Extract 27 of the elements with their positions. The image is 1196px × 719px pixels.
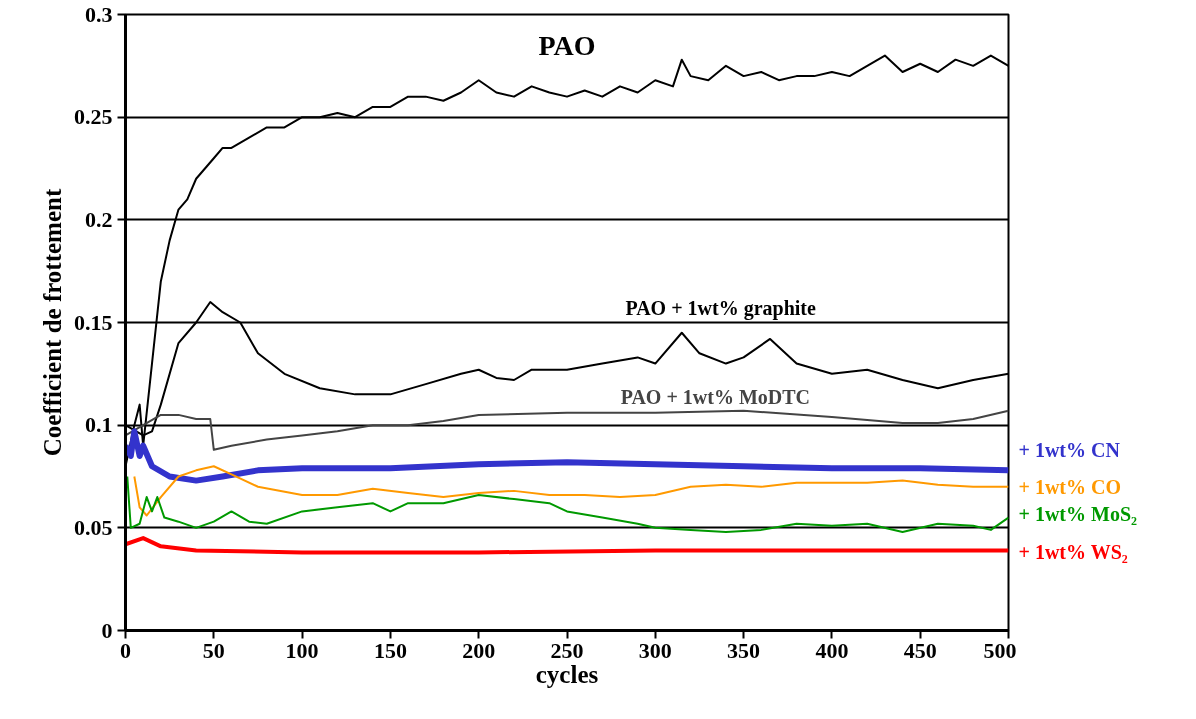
series-label: + 1wt% WS₂: [1018, 541, 1128, 564]
x-tick-label: 500: [983, 637, 1017, 663]
x-tick-label: 450: [903, 637, 937, 663]
x-tick-label: 0: [120, 637, 131, 663]
x-tick-label: 300: [638, 637, 672, 663]
y-tick-label: 0.1: [85, 412, 113, 438]
series-label: + 1wt% CN: [1018, 439, 1121, 462]
x-axis-title: cycles: [535, 660, 599, 688]
y-tick-label: 0.25: [74, 104, 113, 130]
x-tick-label: 100: [285, 637, 319, 663]
y-tick-label: 0.05: [74, 514, 113, 540]
series-label: + 1wt% CO: [1018, 475, 1121, 498]
x-tick-label: 200: [462, 637, 496, 663]
y-tick-label: 0: [101, 617, 113, 643]
y-tick-label: 0.3: [85, 1, 113, 27]
x-tick-label: 50: [202, 637, 225, 663]
y-tick-label: 0.2: [85, 206, 113, 232]
series-label: + 1wt% MoS₂: [1018, 502, 1137, 525]
y-axis-title: Coefficient de frottement: [39, 188, 66, 457]
x-tick-label: 150: [373, 637, 407, 663]
x-tick-label: 350: [727, 637, 761, 663]
x-tick-label: 250: [550, 637, 584, 663]
series-label: PAO + 1wt% MoDTC: [620, 386, 811, 409]
x-tick-label: 400: [815, 637, 849, 663]
y-tick-label: 0.15: [74, 309, 113, 335]
series-label: PAO + 1wt% graphite: [625, 297, 816, 321]
series-label: PAO: [538, 29, 596, 61]
